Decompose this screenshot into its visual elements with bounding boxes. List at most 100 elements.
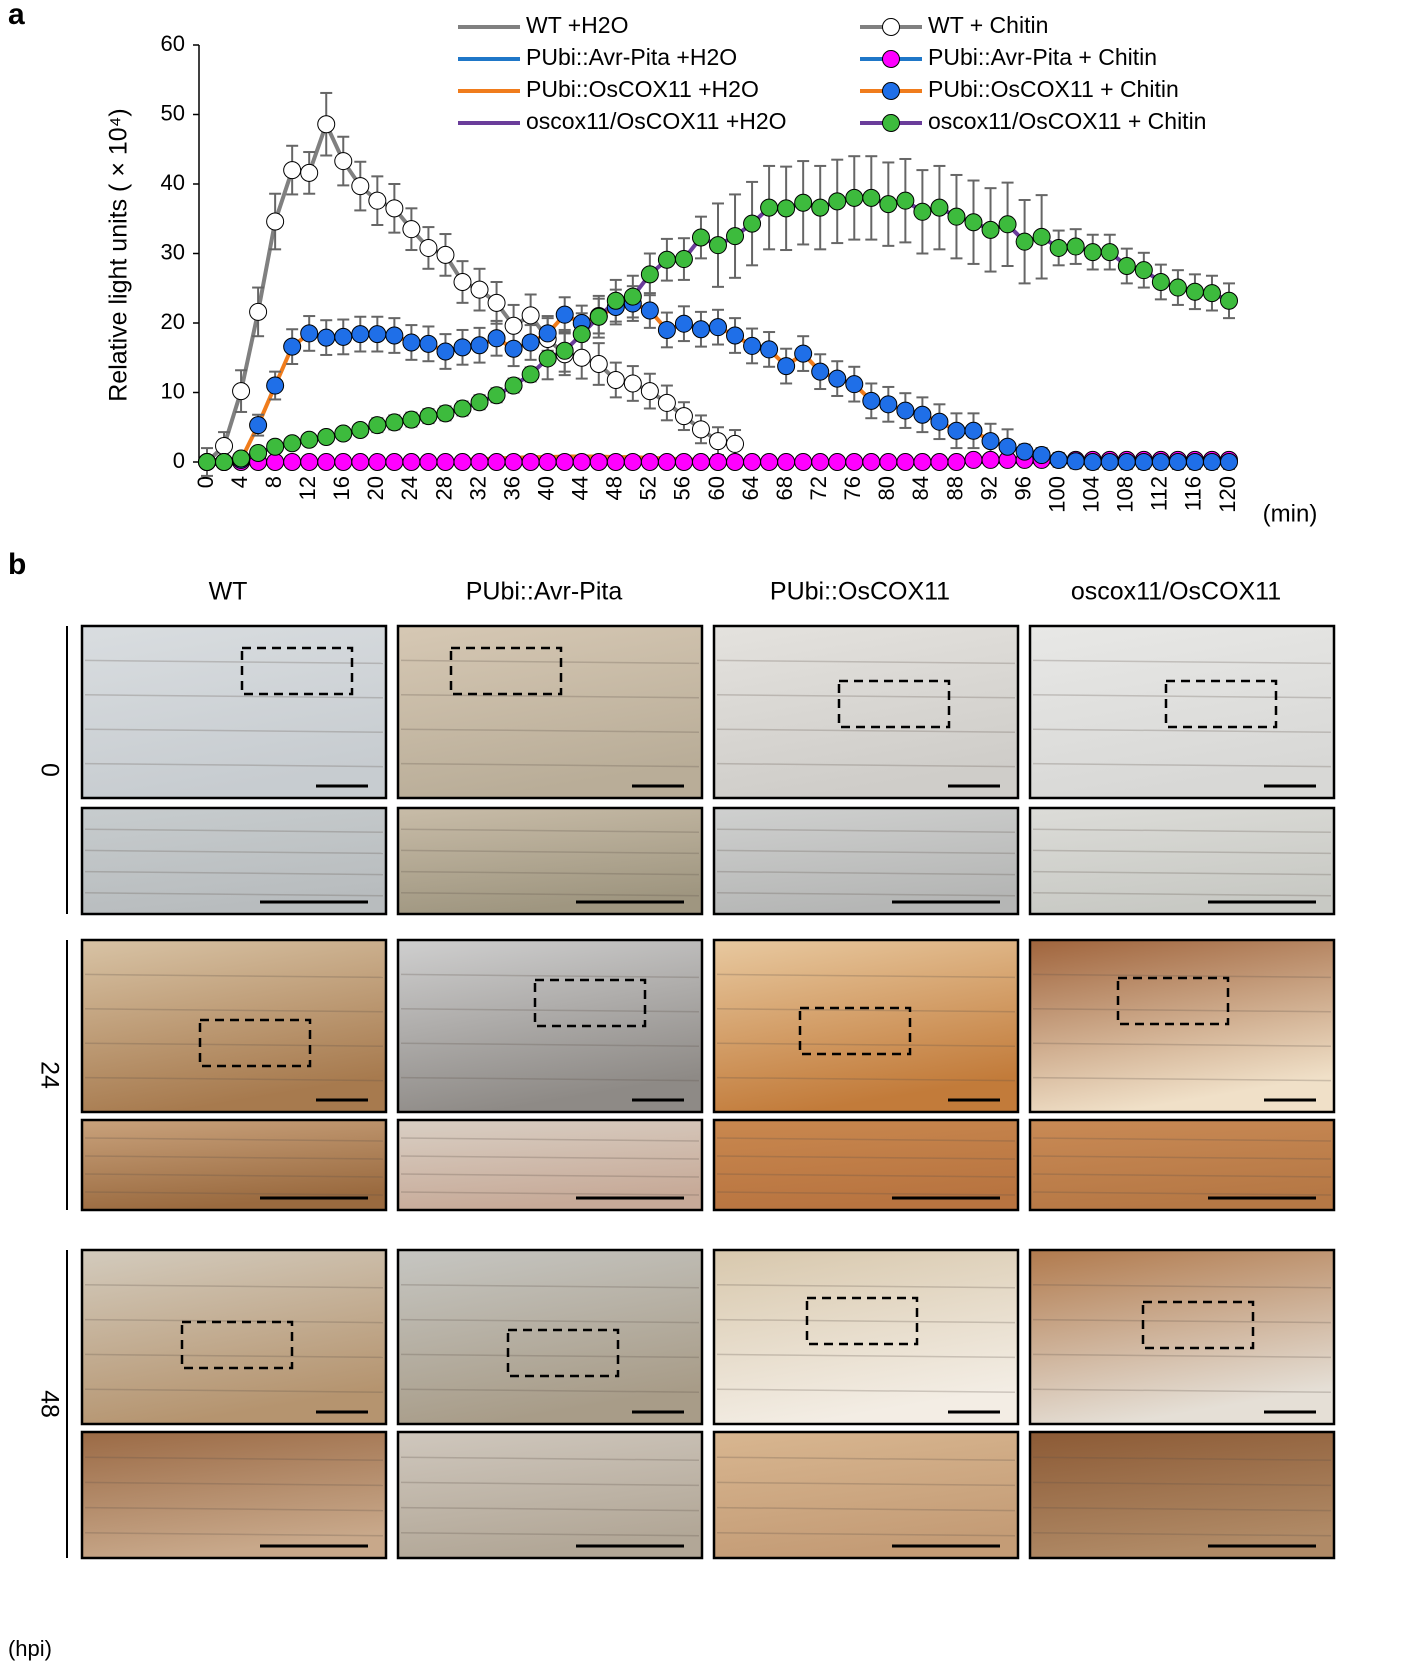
marker [215,453,234,471]
marker [1100,453,1119,471]
cell-wall [84,1388,384,1393]
marker [879,395,898,414]
marker [300,453,319,471]
x-tick-label: 72 [806,476,831,500]
marker [436,245,455,264]
marker [317,115,336,134]
legend-label: PUbi::OsCOX11 + Chitin [928,76,1179,102]
micrograph [1028,938,1336,1114]
cell-wall [716,659,1016,665]
cell-wall [1032,1284,1332,1289]
y-tick-label: 40 [161,170,185,195]
legend-label: WT +H2O [526,12,628,38]
cell-wall [716,1042,1016,1047]
micrograph [712,1248,1020,1426]
cell-wall [1032,1042,1332,1047]
x-tick-label: 8 [261,476,286,488]
marker [351,325,370,344]
x-tick-label: 4 [227,476,252,488]
cell-wall [400,828,700,833]
cell-wall [716,1155,1016,1160]
cell-wall [1032,1318,1332,1324]
marker [1202,284,1221,303]
micrograph [396,1430,704,1560]
marker [913,202,932,221]
cell-wall [84,1042,384,1047]
marker [964,213,983,232]
marker [964,450,983,469]
marker [760,340,779,359]
zoom-box [506,1328,620,1378]
zoom-box [798,1006,912,1056]
cell-wall [400,659,700,665]
cell-wall [1032,849,1332,855]
micrograph [80,1430,388,1560]
marker [930,412,949,431]
column-title: oscox11/OsCOX11 [1071,578,1281,606]
x-tick-label: 28 [431,476,456,500]
micrograph [1028,624,1336,800]
row-unit: (hpi) [8,1636,52,1661]
cell-wall [716,1076,1016,1082]
cell-wall [1032,1173,1332,1178]
marker [709,453,727,471]
legend-marker [882,18,900,36]
marker [947,453,966,471]
marker [691,228,710,247]
marker [674,407,693,426]
marker [521,306,540,325]
x-tick-label: 68 [772,476,797,500]
x-tick-label: 12 [295,476,320,500]
marker [385,199,404,218]
marker [402,220,421,239]
x-tick-label: 92 [976,476,1001,500]
marker [828,192,847,211]
x-tick-label: 16 [329,476,354,500]
cell-wall [400,1532,700,1537]
micrograph [80,624,388,800]
cell-wall [400,694,700,699]
marker [657,393,676,412]
cell-wall [1032,1353,1332,1359]
marker [283,337,302,356]
legend-label: oscox11/OsCOX11 + Chitin [928,108,1206,134]
marker [538,349,557,368]
cell-wall [400,1388,700,1393]
zoom-box [180,1320,294,1370]
marker [743,214,762,233]
marker [266,212,285,231]
marker [947,421,966,440]
cell-wall [400,1137,700,1142]
marker [1168,278,1187,297]
row-label: 0 [35,763,63,777]
marker [368,453,387,471]
y-axis-label: Relative light units ( × 10⁴) [105,108,133,402]
micrograph [396,1248,704,1426]
marker [351,453,370,471]
marker [402,333,421,352]
marker [811,453,830,471]
cell-wall [84,1191,384,1196]
legend-label: PUbi::Avr-Pita + Chitin [928,44,1157,70]
marker [232,449,251,468]
marker [419,453,438,471]
marker [1202,453,1221,471]
micrograph [1028,1118,1336,1212]
marker [691,320,710,339]
marker [1151,272,1170,291]
legend-marker [882,82,900,100]
marker [368,191,387,210]
panel-label: a [8,0,25,31]
marker [215,437,234,456]
zoom-box [1116,976,1230,1026]
marker [538,324,557,343]
marker [811,198,830,217]
cell-wall [716,1353,1016,1359]
marker [726,453,745,471]
cell-wall [716,1284,1016,1289]
cell-wall [84,1532,384,1537]
cell-wall [400,1481,700,1487]
cell-wall [84,1076,384,1082]
cell-wall [400,1284,700,1289]
